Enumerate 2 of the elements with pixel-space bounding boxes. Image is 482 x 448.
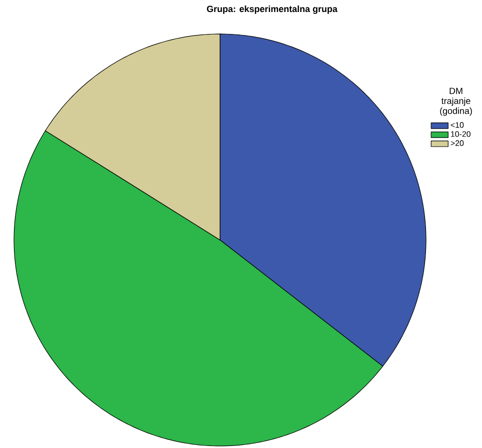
legend-title: DM trajanje (godina) bbox=[440, 88, 472, 116]
chart-title: Grupa: eksperimentalna grupa bbox=[206, 6, 338, 14]
